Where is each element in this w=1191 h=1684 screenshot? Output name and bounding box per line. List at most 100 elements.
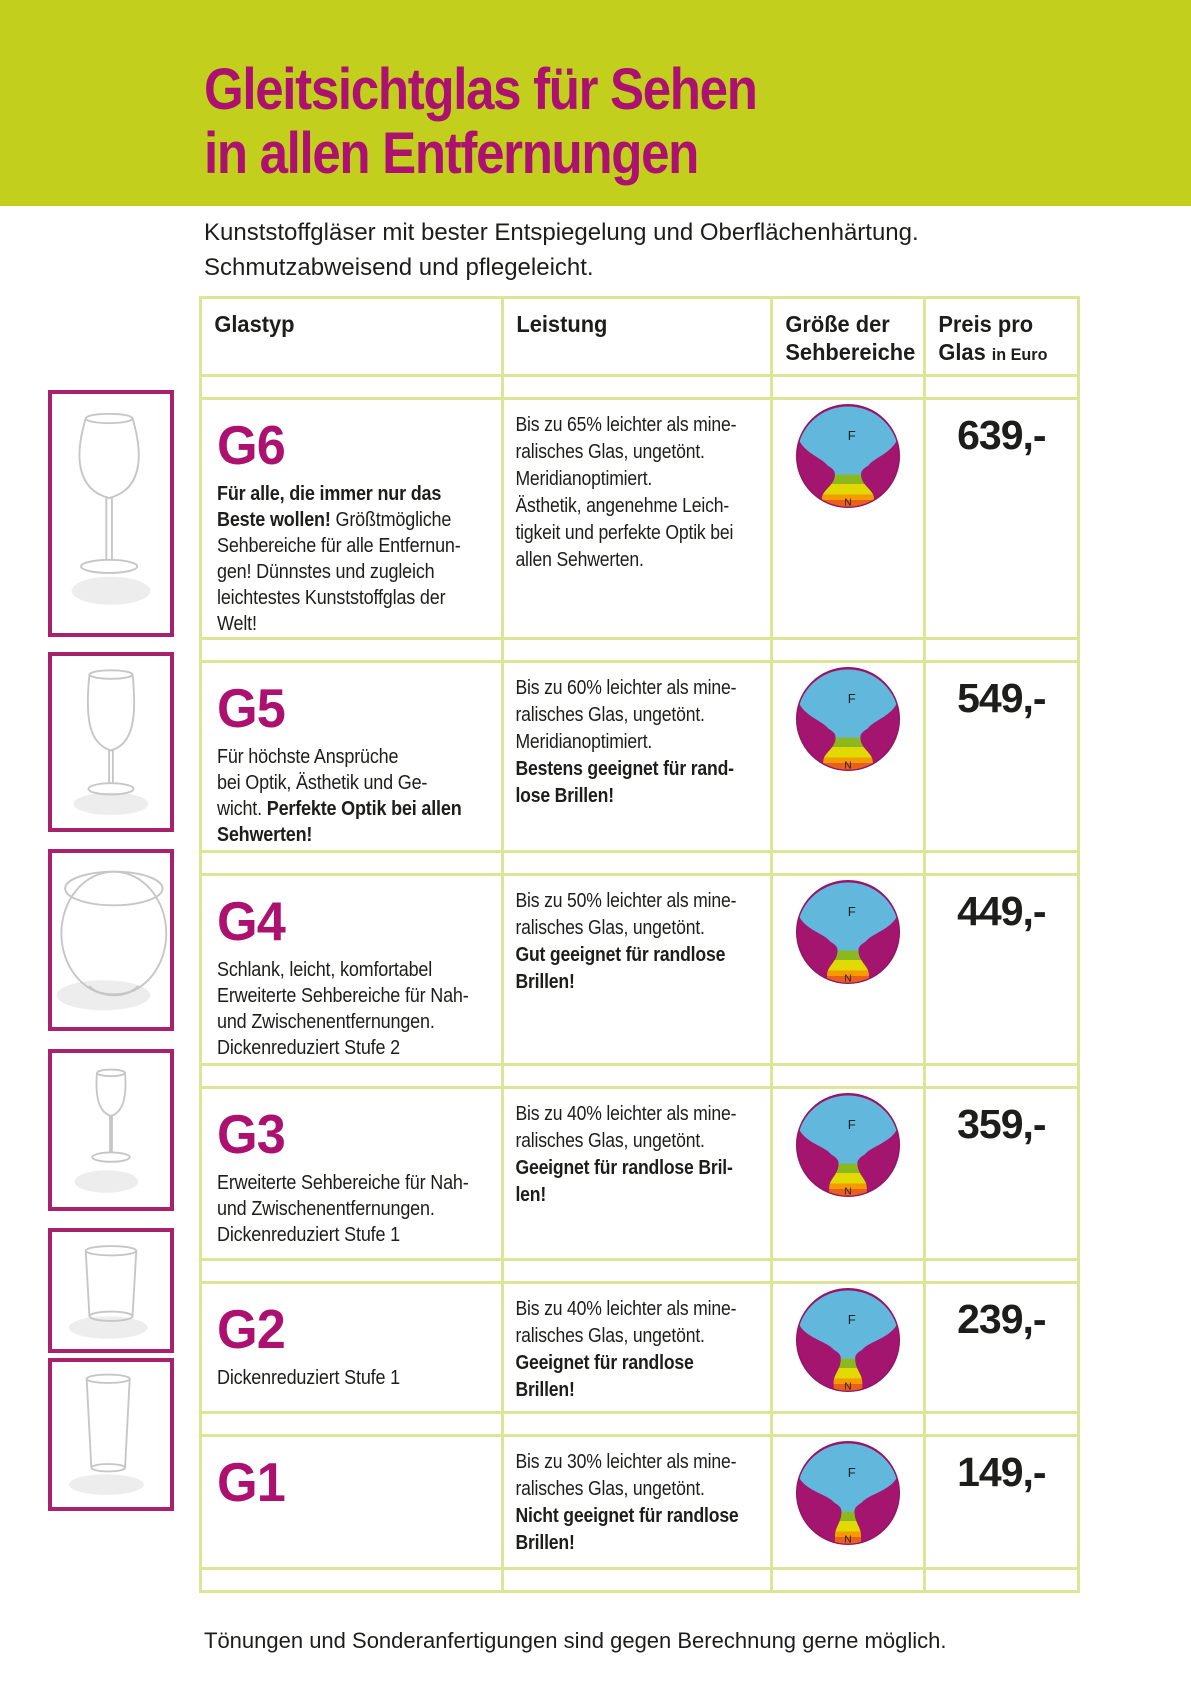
- glass-row-g3: G3 Erweiterte Sehbereiche für Nah- und Zw…: [199, 1086, 1080, 1261]
- page-subtitle: Kunststoffgläser mit bester Entspiegelun…: [204, 219, 919, 281]
- far-zone-label: F: [848, 904, 856, 919]
- text-segment: Bis zu 40% leichter als mine- ralisches …: [514, 1103, 736, 1152]
- far-zone-label: F: [848, 1312, 856, 1327]
- header-sehbereiche: Größe der Sehbereiche: [770, 296, 926, 377]
- spacer-cell: [770, 1411, 926, 1437]
- small-stem-glass-photo-drawing: [74, 1068, 139, 1193]
- text-segment: Bis zu 50% leichter als mine- ralisches …: [514, 890, 736, 939]
- spacer-cell: [770, 374, 926, 400]
- text-segment: Dickenreduziert Stufe 1: [217, 1367, 400, 1389]
- spacer-cell: [500, 374, 774, 400]
- bold-text-segment: Nicht geeignet für randlose Brillen!: [514, 1505, 739, 1554]
- header-glastyp: Glastyp: [199, 296, 504, 377]
- price-value: 359,-: [957, 1101, 1046, 1147]
- page-title: Gleitsichtglas für Sehen in allen Entfer…: [204, 57, 758, 186]
- far-zone-label: F: [848, 428, 856, 443]
- glass-row-g4: G4 Schlank, leicht, komfortabel Erweitert…: [199, 873, 1080, 1066]
- spacer-row: [199, 1567, 1080, 1593]
- near-zone-label: N: [844, 973, 851, 984]
- glastyp-cell-g3: G3 Erweiterte Sehbereiche für Nah- und Zw…: [199, 1086, 504, 1261]
- spacer-row: [199, 374, 1080, 400]
- sehbereiche-cell-g6: F N: [770, 397, 926, 640]
- balloon-wine-glass-photo-drawing: [71, 412, 151, 605]
- lens-zones-diagram: F N: [795, 1287, 900, 1392]
- spacer-cell: [500, 1411, 774, 1437]
- white-wine-glass-photo-drawing: [73, 669, 149, 816]
- far-zone-label: F: [848, 1117, 856, 1132]
- header-preis: Preis pro Glas in Euro: [922, 296, 1080, 377]
- lens-zones-diagram: F N: [795, 403, 900, 508]
- sehbereiche-cell-g2: F N: [770, 1281, 926, 1414]
- spacer-cell: [199, 1567, 504, 1593]
- spacer-cell: [199, 1258, 504, 1284]
- spacer-cell: [199, 637, 504, 663]
- tumbler-glass-photo-drawing: [68, 1245, 148, 1339]
- bold-text-segment: Geeignet für randlose Brillen!: [514, 1352, 694, 1401]
- spacer-cell: [922, 1411, 1080, 1437]
- leistung-text: Bis zu 40% leichter als mine- ralisches …: [504, 1089, 739, 1209]
- preis-cell-g3: 359,-: [922, 1086, 1080, 1261]
- bold-text-segment: Geeignet für randlose Bril- len!: [514, 1157, 733, 1206]
- spacer-cell: [500, 1063, 774, 1089]
- spacer-cell: [500, 850, 774, 876]
- bold-text-segment: Perfekte Optik bei allen Sehwerten!: [217, 798, 462, 846]
- text-segment: Bis zu 60% leichter als mine- ralisches …: [514, 677, 736, 753]
- preis-cell-g6: 639,-: [922, 397, 1080, 640]
- spacer-cell: [199, 374, 504, 400]
- spacer-cell: [770, 1567, 926, 1593]
- glass-type-code: G2: [217, 1298, 286, 1360]
- near-zone-label: N: [844, 1186, 851, 1197]
- balloon-wine-glass-photo: [48, 390, 174, 637]
- price-value: 449,-: [957, 888, 1046, 934]
- spacer-cell: [770, 1258, 926, 1284]
- glass-row-g6: G6 Für alle, die immer nur das Beste woll…: [199, 397, 1080, 640]
- leistung-cell-g5: Bis zu 60% leichter als mine- ralisches …: [500, 660, 774, 853]
- price-value: 239,-: [957, 1296, 1046, 1342]
- glastyp-cell-g1: G1: [199, 1434, 504, 1570]
- wine-glass-closeup-photo-drawing: [56, 870, 168, 1011]
- near-zone-label: N: [844, 1381, 851, 1392]
- header-leistung: Leistung: [500, 296, 774, 377]
- spacer-cell: [922, 374, 1080, 400]
- lens-zones-diagram: F N: [795, 666, 900, 771]
- glass-row-g1: G1 Bis zu 30% leichter als mine- ralische…: [199, 1434, 1080, 1570]
- spacer-row: [199, 1411, 1080, 1437]
- spacer-row: [199, 850, 1080, 876]
- spacer-cell: [500, 1258, 774, 1284]
- leistung-cell-g2: Bis zu 40% leichter als mine- ralisches …: [500, 1281, 774, 1414]
- sehbereiche-cell-g1: F N: [770, 1434, 926, 1570]
- text-segment: Bis zu 65% leichter als mine- ralisches …: [514, 414, 736, 571]
- price-table: Glastyp Leistung Größe der Sehbereiche P…: [199, 296, 1080, 1593]
- glastyp-cell-g4: G4 Schlank, leicht, komfortabel Erweitert…: [199, 873, 504, 1066]
- glass-type-description: Für höchste Ansprüche bei Optik, Ästheti…: [217, 744, 469, 848]
- sehbereiche-cell-g4: F N: [770, 873, 926, 1066]
- footer-note: Tönungen und Sonderanfertigungen sind ge…: [204, 1628, 947, 1653]
- glass-type-code: G4: [217, 890, 286, 952]
- sehbereiche-cell-g5: F N: [770, 660, 926, 853]
- glass-type-code: G3: [217, 1103, 286, 1165]
- preis-cell-g4: 449,-: [922, 873, 1080, 1066]
- spacer-cell: [500, 1567, 774, 1593]
- near-zone-label: N: [844, 497, 851, 508]
- spacer-cell: [199, 1411, 504, 1437]
- glass-type-description: Dickenreduziert Stufe 1: [217, 1365, 469, 1391]
- preis-cell-g5: 549,-: [922, 660, 1080, 853]
- white-wine-glass-photo: [48, 652, 174, 832]
- spacer-cell: [770, 850, 926, 876]
- tumbler-glass-photo: [48, 1228, 174, 1353]
- leistung-text: Bis zu 50% leichter als mine- ralisches …: [504, 876, 739, 996]
- near-zone-label: N: [844, 1534, 851, 1545]
- sehbereiche-cell-g3: F N: [770, 1086, 926, 1261]
- leistung-text: Bis zu 60% leichter als mine- ralisches …: [504, 663, 739, 810]
- price-value: 149,-: [957, 1449, 1046, 1495]
- text-segment: Für höchste Ansprüche bei Optik, Ästheti…: [217, 746, 428, 820]
- near-zone-label: N: [844, 760, 851, 771]
- glass-type-code: G6: [217, 414, 286, 476]
- glass-type-code: G5: [217, 677, 286, 739]
- glastyp-cell-g5: G5 Für höchste Ansprüche bei Optik, Ästhe…: [199, 660, 504, 853]
- lens-zones-diagram: F N: [795, 1092, 900, 1197]
- glass-row-g5: G5 Für höchste Ansprüche bei Optik, Ästhe…: [199, 660, 1080, 853]
- far-zone-label: F: [848, 1465, 856, 1480]
- glass-type-description: Schlank, leicht, komfortabel Erweiterte …: [217, 957, 469, 1061]
- glastyp-cell-g2: G2 Dickenreduziert Stufe 1: [199, 1281, 504, 1414]
